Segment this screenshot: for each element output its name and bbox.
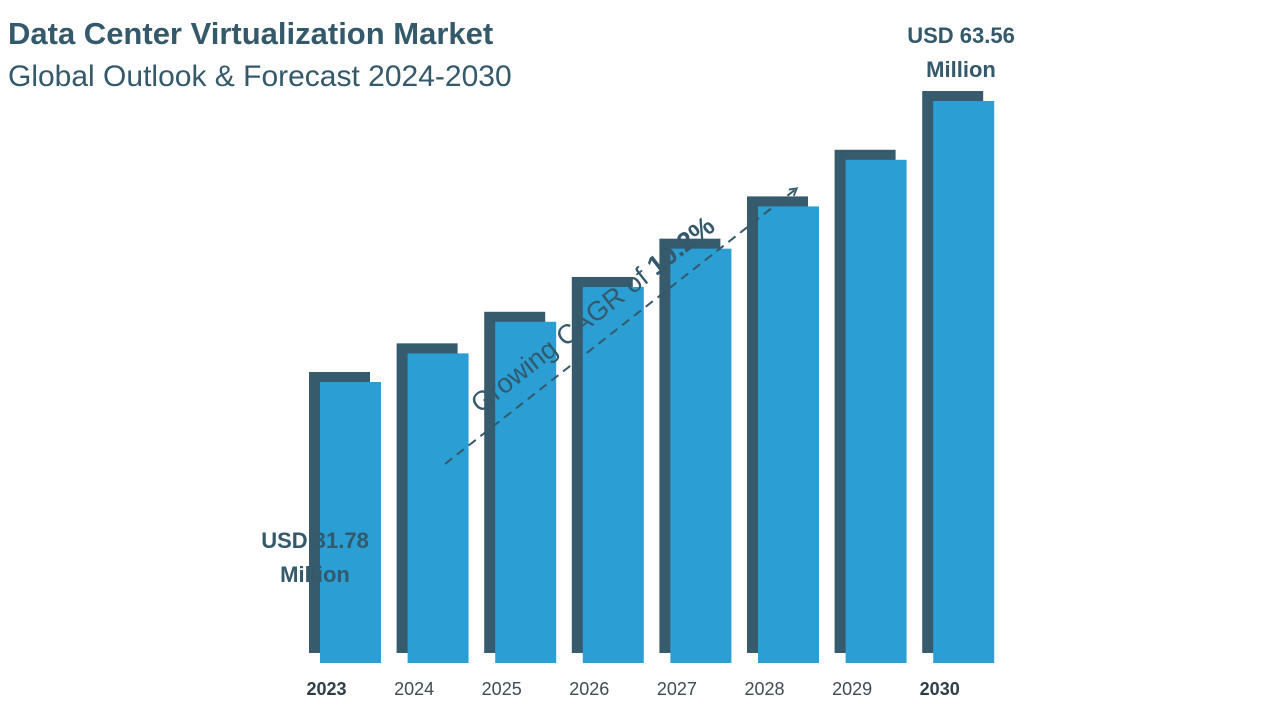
bar-2023 xyxy=(320,382,381,663)
bar-2026 xyxy=(582,286,644,663)
chart-title: Data Center Virtualization Market xyxy=(8,16,493,51)
bar-2028 xyxy=(758,206,819,664)
x-tick-2028: 2028 xyxy=(744,679,784,699)
bars-group xyxy=(309,91,995,664)
x-axis-ticks: 2023 2024 2025 2026 2027 2028 2029 2030 xyxy=(306,679,959,699)
x-tick-2023: 2023 xyxy=(306,679,346,699)
end-value-label-line2: Million xyxy=(926,57,996,82)
x-tick-2030: 2030 xyxy=(920,679,960,699)
bar-2027 xyxy=(670,248,732,663)
bar-2025 xyxy=(495,321,557,663)
x-tick-2024: 2024 xyxy=(394,679,434,699)
bar-2024 xyxy=(407,353,469,663)
x-tick-2027: 2027 xyxy=(657,679,697,699)
x-tick-2029: 2029 xyxy=(832,679,872,699)
bar-2030 xyxy=(933,101,995,663)
start-value-label-line2: Million xyxy=(280,562,350,587)
x-tick-2026: 2026 xyxy=(569,679,609,699)
chart-subtitle: Global Outlook & Forecast 2024-2030 xyxy=(8,60,512,93)
x-tick-2025: 2025 xyxy=(482,679,522,699)
bar-2029 xyxy=(845,159,907,663)
start-value-label-line1: USD 31.78 xyxy=(261,528,369,553)
end-value-label-line1: USD 63.56 xyxy=(907,23,1015,48)
